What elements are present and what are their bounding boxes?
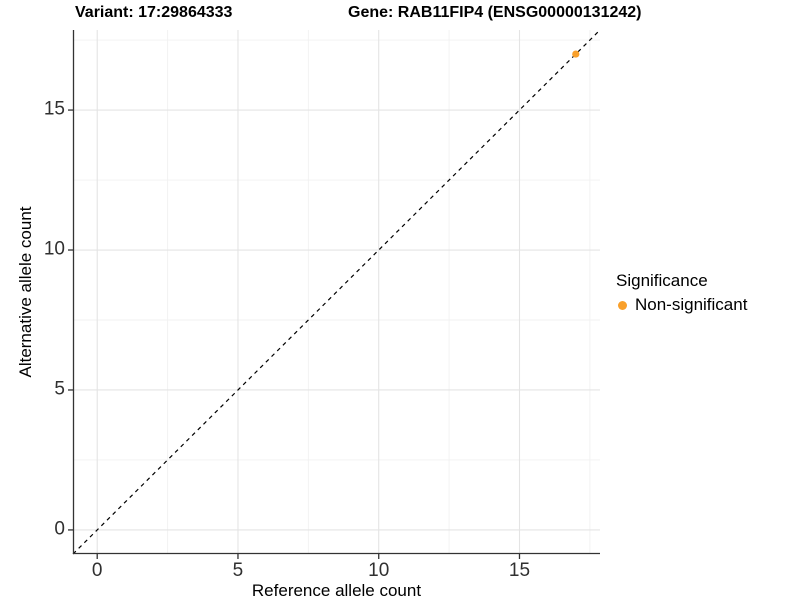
x-tick-label: 15 — [508, 560, 531, 581]
y-tick-label: 0 — [54, 518, 65, 540]
legend-title: Significance — [616, 271, 708, 290]
x-tick-label: 10 — [368, 560, 390, 581]
y-tick-label: 5 — [54, 378, 65, 400]
identity-reference-line — [72, 29, 601, 555]
x-tick-label: 5 — [232, 560, 244, 581]
legend-item: Non-significant — [614, 295, 747, 315]
legend: Significance Non-significant — [614, 271, 747, 315]
y-axis-title: Alternative allele count — [16, 206, 35, 378]
x-axis-title: Reference allele count — [251, 581, 422, 600]
legend-point-icon — [618, 300, 627, 310]
y-tick-label: 15 — [43, 98, 65, 120]
y-tick-label: 10 — [43, 238, 65, 260]
chart-panel — [68, 29, 601, 559]
legend-item-label: Non-significant — [635, 295, 748, 314]
data-point — [572, 50, 580, 58]
plot-title-variant: Variant: 17:29864333 — [75, 4, 233, 21]
x-tick-label: 0 — [91, 560, 103, 581]
plot-title-gene: Gene: RAB11FIP4 (ENSG00000131242) — [348, 4, 642, 21]
